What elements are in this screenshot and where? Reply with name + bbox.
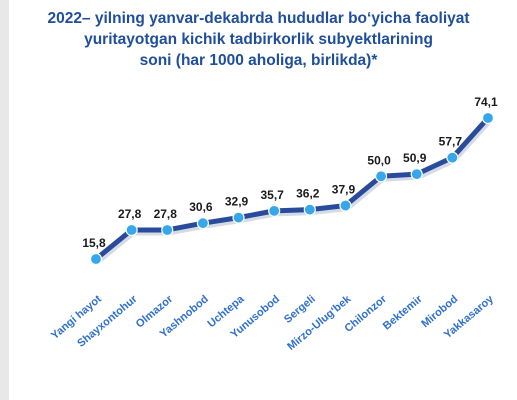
value-label-8: 50,0 [367,153,391,167]
chart-title-line-3: soni (har 1000 aholiga, birlikda)* [139,52,378,69]
value-label-5: 35,7 [261,188,285,202]
data-point-1 [125,223,138,237]
value-label-1: 27,8 [118,207,142,221]
data-point-8 [374,170,388,183]
category-label-1: Shayxontohur [75,293,140,350]
series-line [93,115,491,262]
data-point-6 [303,203,316,216]
category-label-9: Bektemir [381,293,425,333]
data-point-2 [161,223,174,237]
value-label-9: 50,9 [403,151,427,165]
data-point-9 [410,168,423,181]
data-point-4 [232,211,245,224]
value-label-6: 36,2 [296,187,320,201]
data-point-10 [446,151,459,164]
value-label-10: 57,7 [439,135,463,149]
value-label-3: 30,6 [189,200,213,214]
chart-title-line-2: yuritayotgan kichik tadbirkorlik subyekt… [84,31,433,48]
value-label-2: 27,8 [154,207,178,221]
data-point-5 [268,204,281,217]
data-point-3 [196,217,210,230]
value-label-11: 74,1 [474,95,498,109]
left-edge-bar [0,0,9,400]
data-point-7 [339,199,352,212]
value-label-0: 15,8 [82,236,106,250]
value-label-7: 37,9 [332,183,356,197]
chart-title: 2022– yilning yanvar-dekabrda hududlar b… [0,8,517,71]
value-label-4: 32,9 [225,195,249,209]
data-point-0 [89,252,103,266]
category-label-7: Mirzo-Ulug‘bek [285,293,354,353]
series-line-shadow [94,117,493,265]
chart-title-line-1: 2022– yilning yanvar-dekabrda hududlar b… [47,10,470,27]
data-point-11 [481,111,495,125]
